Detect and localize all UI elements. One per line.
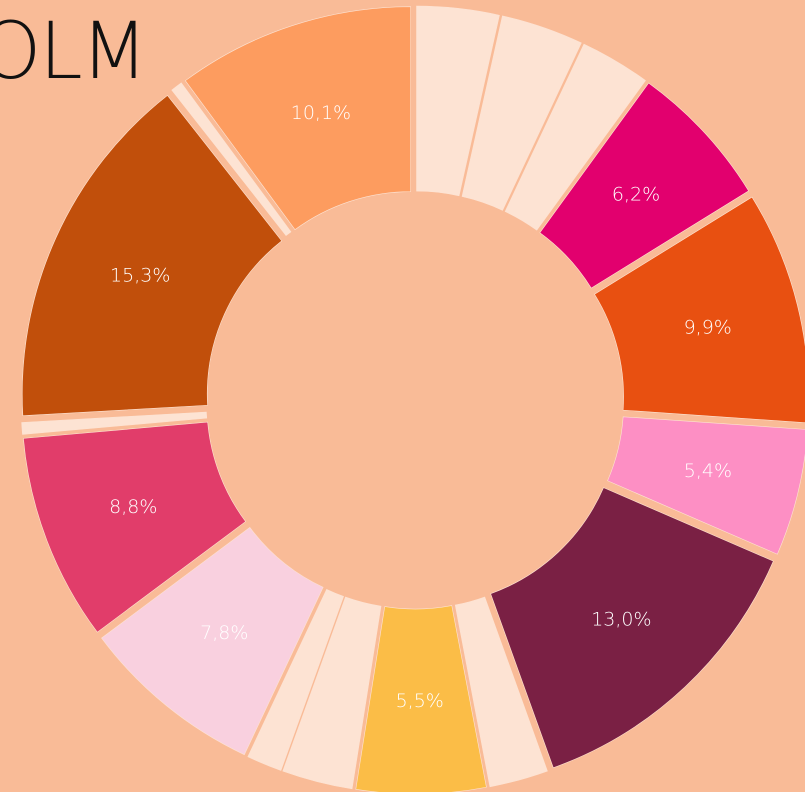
data-label: 9,9% — [684, 316, 732, 338]
donut-segment — [184, 6, 411, 231]
data-label: 6,2% — [612, 183, 660, 205]
donut-segment — [171, 82, 292, 236]
donut-segment — [21, 95, 283, 417]
data-label: 13,0% — [591, 608, 651, 630]
donut-segment — [282, 596, 382, 790]
data-label: 5,5% — [396, 690, 444, 712]
data-label: 8,8% — [109, 496, 157, 518]
donut-segment — [355, 605, 487, 792]
data-label: 10,1% — [291, 102, 351, 124]
donut-segment — [490, 487, 774, 769]
chart-title: OLM — [0, 7, 146, 97]
donut-segment — [539, 82, 750, 289]
data-label: 5,4% — [684, 460, 732, 482]
donut-segment — [504, 43, 646, 231]
donut-segment — [23, 421, 247, 633]
data-label: 7,8% — [200, 622, 248, 644]
donut-segment — [101, 527, 324, 756]
donut-segment — [454, 596, 548, 788]
donut-segment — [461, 15, 582, 211]
donut-segment — [21, 411, 208, 435]
donut-segment — [247, 588, 344, 771]
data-label: 15,3% — [110, 264, 170, 286]
donut-segment — [416, 5, 500, 197]
donut-segment — [607, 416, 805, 555]
donut-segment — [594, 196, 805, 424]
